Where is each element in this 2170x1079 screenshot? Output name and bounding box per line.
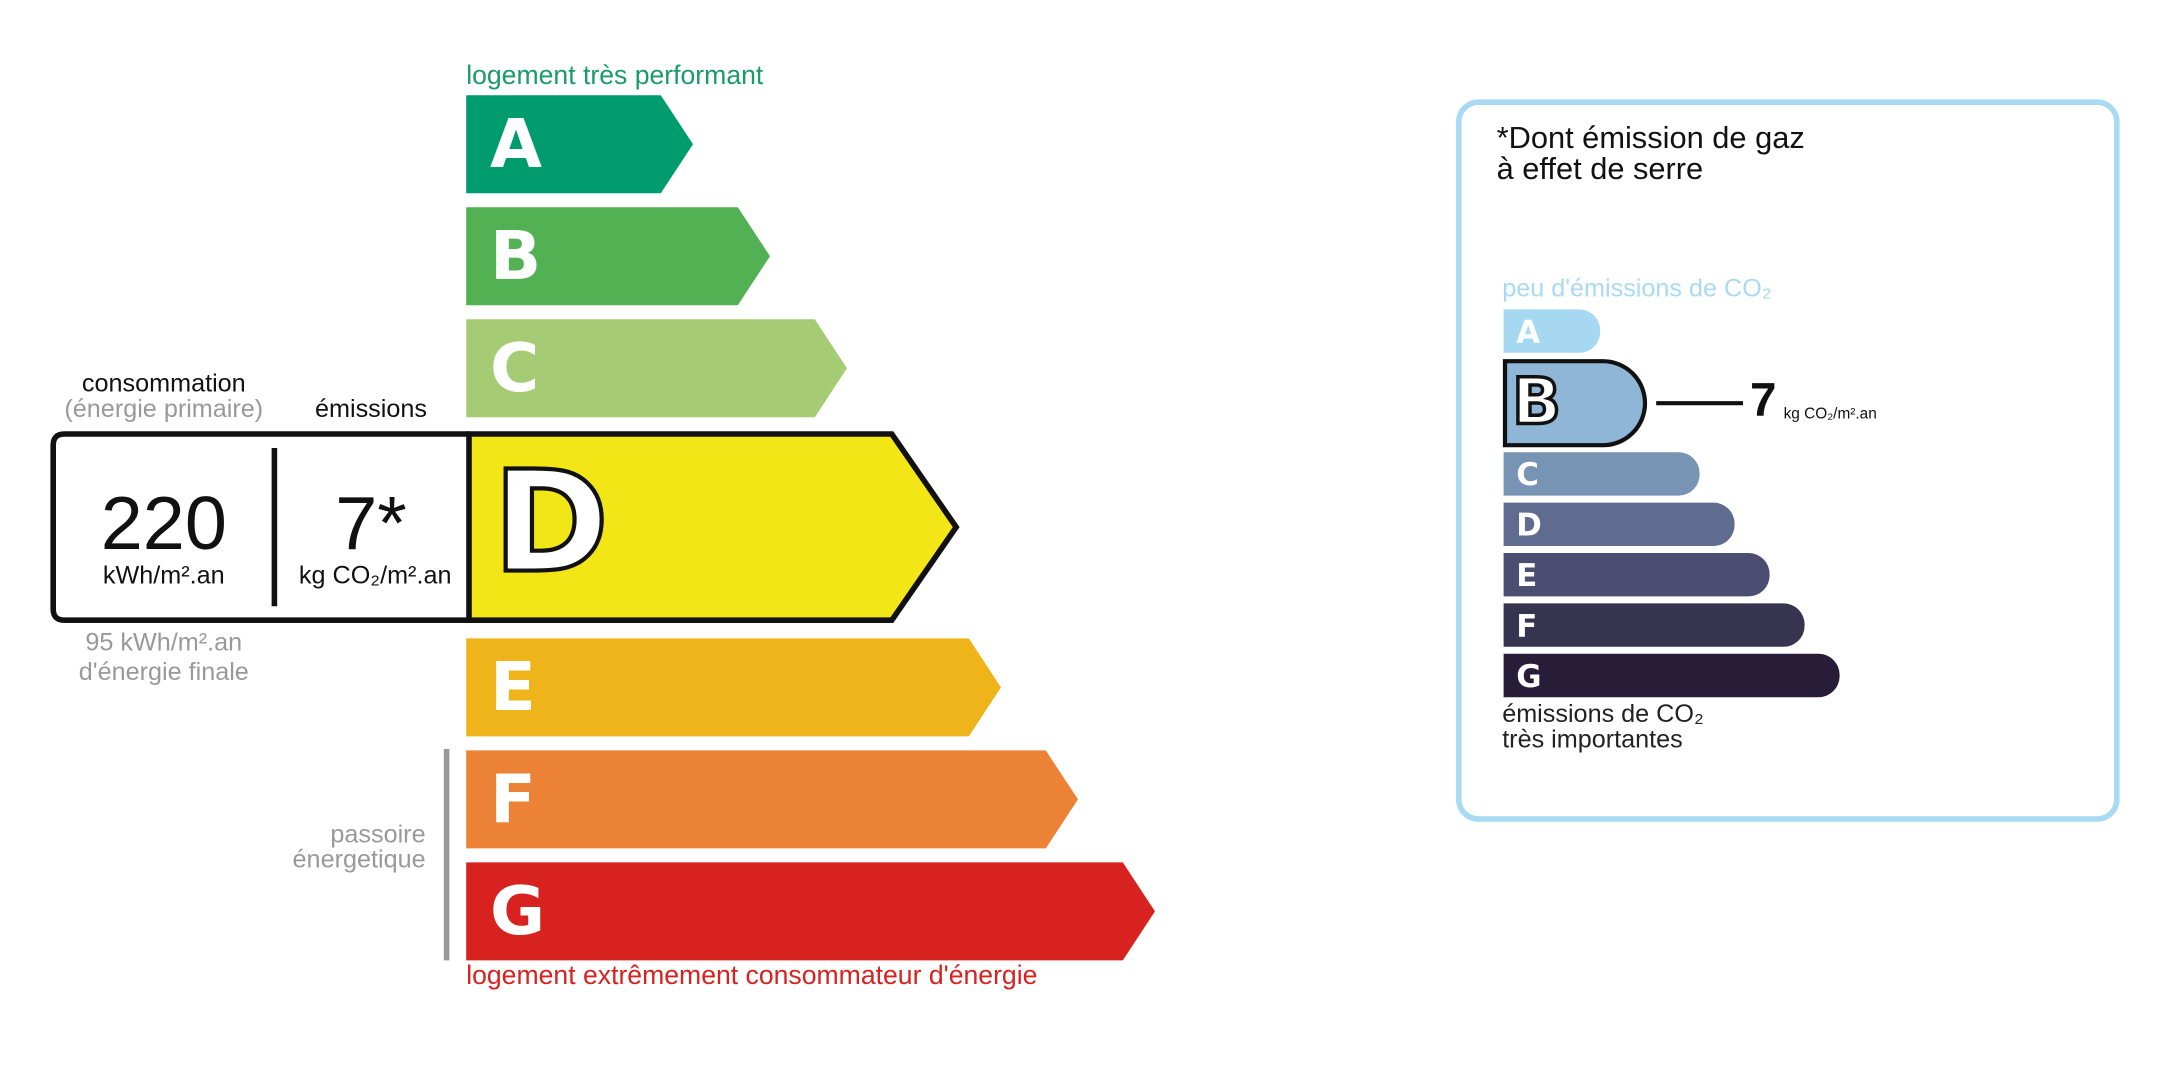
ghg-value: 7	[1750, 374, 1776, 427]
consumption-unit: kWh/m².an	[103, 561, 225, 589]
final-energy-note: d'énergie finale	[79, 658, 249, 686]
consumption-label: consommation	[82, 370, 246, 398]
ghg-top-label: peu d'émissions de CO₂	[1502, 274, 1771, 302]
ghg-class-letter: F	[1516, 608, 1537, 644]
ghg-bottom-label: émissions de CO₂	[1502, 700, 1704, 728]
ghg-class-letter: D	[1516, 508, 1542, 544]
emissions-unit: kg CO₂/m².an	[299, 561, 452, 589]
ghg-class-bar	[1502, 359, 1648, 448]
value-box	[50, 431, 469, 624]
energy-class-bar	[466, 95, 693, 194]
ghg-class-bar	[1503, 452, 1700, 496]
ghg-class-letter: E	[1516, 558, 1537, 594]
final-energy: 95 kWh/m².an	[85, 629, 242, 657]
ghg-class-letter: B	[1512, 365, 1561, 440]
energy-class-bar	[466, 207, 770, 306]
ghg-unit: kg CO₂/m².an	[1784, 405, 1877, 422]
ghg-class-bar	[1503, 309, 1601, 353]
ghg-title: à effet de serre	[1497, 151, 1704, 186]
ghg-class-bar	[1503, 653, 1840, 698]
energy-class-letter: C	[490, 329, 539, 407]
ghg-class-letter: C	[1516, 457, 1539, 493]
ghg-class-bar	[1503, 553, 1770, 597]
energy-class-bar	[466, 862, 1155, 961]
ghg-class-bar	[1503, 603, 1805, 647]
ghg-bottom-label: très importantes	[1502, 725, 1683, 753]
energy-class-letter: E	[490, 648, 536, 726]
energy-class-letter: F	[490, 760, 536, 838]
energy-class-letter: A	[490, 105, 542, 183]
bottom-label: logement extrêmement consommateur d'éner…	[466, 960, 1037, 990]
consumption-value: 220	[101, 482, 227, 566]
ghg-title: *Dont émission de gaz	[1497, 120, 1805, 155]
passoire-label: énergetique	[293, 846, 426, 874]
energy-class-letter: G	[490, 872, 545, 950]
energy-class-letter: B	[490, 217, 541, 295]
energy-class-bar	[466, 431, 960, 624]
ghg-class-letter: A	[1516, 314, 1540, 350]
ghg-class-bar	[1503, 502, 1735, 547]
ghg-class-letter: G	[1516, 659, 1541, 695]
emissions-label: émissions	[315, 395, 427, 423]
passoire-label: passoire	[330, 820, 425, 848]
energy-class-letter: D	[493, 442, 609, 605]
emissions-value: 7*	[335, 482, 406, 566]
primary-note: (énergie primaire)	[64, 395, 263, 423]
energy-class-bar	[466, 319, 847, 418]
top-label: logement très performant	[466, 60, 764, 90]
energy-class-bar	[466, 750, 1078, 849]
energy-class-bar	[466, 638, 1001, 737]
